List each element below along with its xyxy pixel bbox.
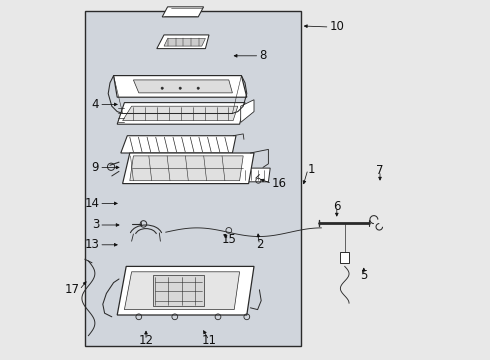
Text: 11: 11 bbox=[201, 334, 217, 347]
Polygon shape bbox=[117, 266, 254, 315]
Text: 10: 10 bbox=[330, 21, 344, 33]
Text: 7: 7 bbox=[376, 165, 384, 177]
Polygon shape bbox=[162, 7, 204, 17]
Text: 8: 8 bbox=[259, 49, 267, 62]
Polygon shape bbox=[114, 76, 247, 97]
Text: 15: 15 bbox=[221, 233, 236, 246]
Polygon shape bbox=[240, 168, 270, 182]
Text: 13: 13 bbox=[84, 238, 99, 251]
Polygon shape bbox=[117, 103, 245, 124]
Text: 4: 4 bbox=[92, 98, 99, 111]
Text: 16: 16 bbox=[272, 177, 287, 190]
Polygon shape bbox=[130, 156, 243, 181]
Polygon shape bbox=[122, 106, 238, 121]
Polygon shape bbox=[164, 39, 205, 46]
Polygon shape bbox=[157, 35, 209, 49]
Text: 9: 9 bbox=[92, 161, 99, 174]
Text: 17: 17 bbox=[64, 283, 79, 296]
Bar bbox=[153, 275, 204, 306]
Bar bbox=[85, 11, 301, 346]
Circle shape bbox=[179, 87, 181, 89]
Circle shape bbox=[161, 87, 163, 89]
Text: 5: 5 bbox=[360, 269, 368, 282]
Circle shape bbox=[197, 87, 199, 89]
Text: 14: 14 bbox=[84, 197, 99, 210]
Polygon shape bbox=[241, 100, 254, 122]
Polygon shape bbox=[121, 136, 236, 153]
Polygon shape bbox=[341, 252, 349, 263]
Text: 6: 6 bbox=[333, 201, 341, 213]
Text: 3: 3 bbox=[92, 219, 99, 231]
Text: 12: 12 bbox=[139, 334, 153, 347]
Polygon shape bbox=[124, 272, 240, 310]
Text: 1: 1 bbox=[308, 163, 316, 176]
Polygon shape bbox=[122, 153, 254, 184]
Polygon shape bbox=[133, 80, 232, 93]
Text: 2: 2 bbox=[256, 238, 263, 251]
